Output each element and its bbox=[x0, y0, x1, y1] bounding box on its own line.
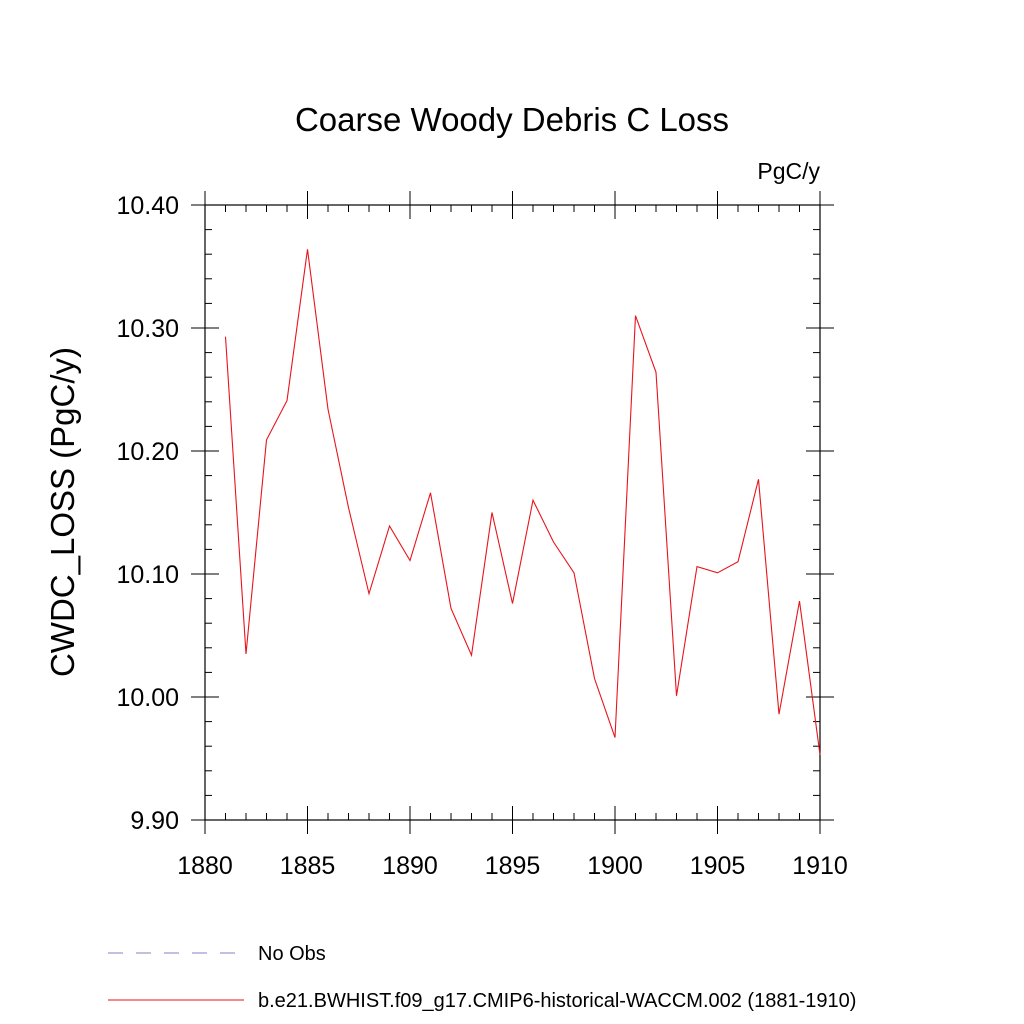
tick-labels: 1880 1885 1890 1895 1900 1905 1910 9.90 10.00 10.… bbox=[116, 192, 847, 880]
y-tick-label: 10.40 bbox=[116, 192, 179, 220]
legend: No Obs b.e21.BWHIST.f09_g17.CMIP6-histori… bbox=[108, 943, 856, 1012]
chart-title: Coarse Woody Debris C Loss bbox=[295, 101, 729, 138]
y-axis-label: CWDC_LOSS (PgC/y) bbox=[44, 347, 81, 677]
x-tick-label: 1890 bbox=[382, 852, 438, 880]
series-line bbox=[224, 249, 821, 755]
units-label: PgC/y bbox=[757, 158, 820, 184]
y-tick-label: 9.90 bbox=[130, 807, 179, 835]
y-tick-label: 10.30 bbox=[116, 315, 179, 343]
series-layer bbox=[224, 249, 821, 755]
major-ticks bbox=[191, 191, 834, 834]
legend-label: b.e21.BWHIST.f09_g17.CMIP6-historical-WA… bbox=[258, 990, 856, 1012]
minor-ticks bbox=[205, 205, 820, 820]
x-tick-label: 1910 bbox=[792, 852, 848, 880]
plot-frame bbox=[204, 204, 821, 821]
x-tick-label: 1880 bbox=[177, 852, 233, 880]
x-tick-label: 1885 bbox=[280, 852, 336, 880]
x-tick-label: 1895 bbox=[485, 852, 541, 880]
y-tick-label: 10.20 bbox=[116, 438, 179, 466]
y-tick-label: 10.00 bbox=[116, 684, 179, 712]
y-tick-label: 10.10 bbox=[116, 561, 179, 589]
legend-label: No Obs bbox=[258, 943, 326, 965]
plot-border bbox=[204, 204, 821, 821]
x-tick-label: 1900 bbox=[587, 852, 643, 880]
x-tick-label: 1905 bbox=[690, 852, 746, 880]
